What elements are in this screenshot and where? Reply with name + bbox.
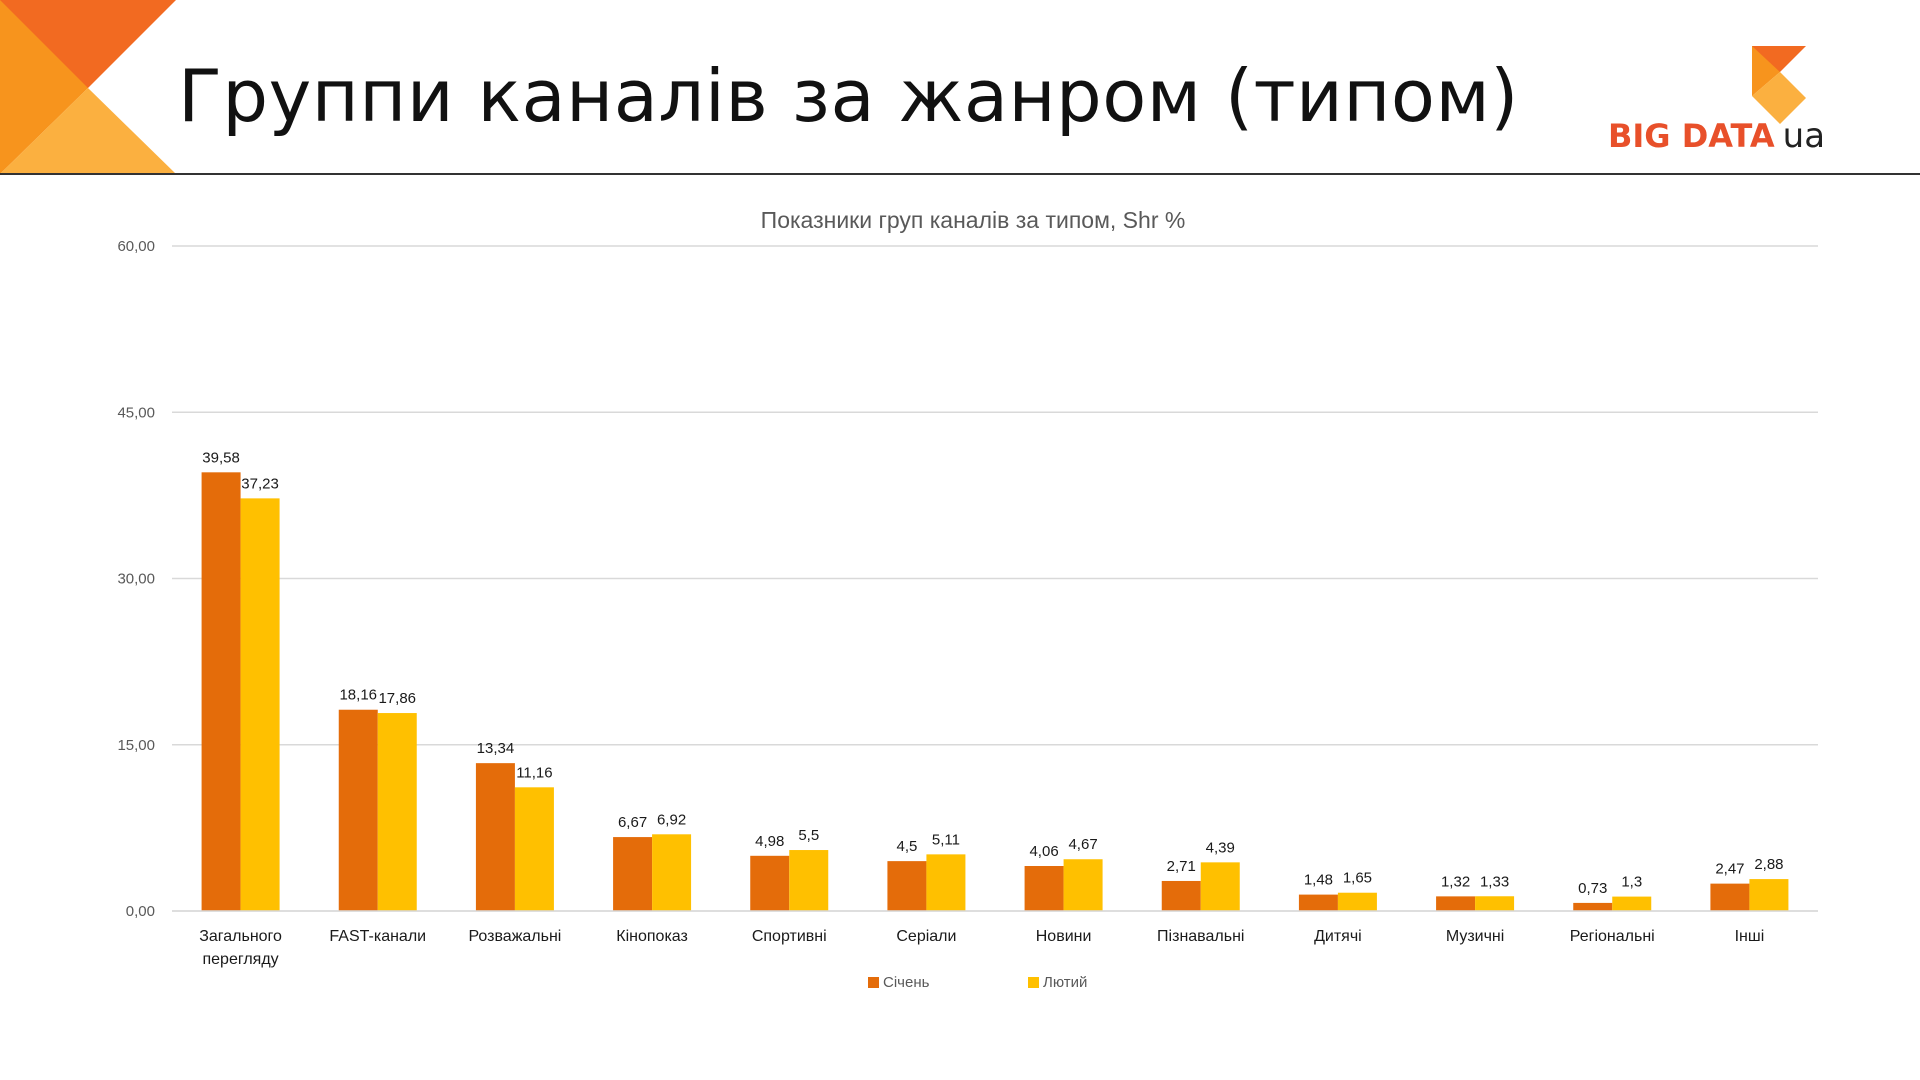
data-label: 1,3 bbox=[1621, 874, 1642, 891]
data-label: 6,92 bbox=[657, 811, 686, 828]
legend-swatch bbox=[868, 977, 879, 988]
logo-arrow-icon bbox=[1752, 46, 1806, 124]
big-data-ua-logo: BIG DATA ua bbox=[1600, 44, 1840, 164]
bar bbox=[1749, 879, 1789, 911]
corner-triangle-light bbox=[0, 88, 176, 174]
x-tick-label: Кінопоказ bbox=[616, 928, 688, 945]
legend-label: Січень bbox=[883, 974, 930, 991]
bar bbox=[1161, 880, 1201, 911]
data-label: 6,67 bbox=[618, 814, 647, 831]
x-tick-label: FAST-канали bbox=[329, 928, 426, 945]
bar bbox=[240, 498, 280, 911]
data-label: 18,16 bbox=[339, 687, 377, 704]
bar bbox=[377, 713, 417, 911]
bar bbox=[1063, 859, 1103, 911]
x-tick-label: Інші bbox=[1735, 928, 1765, 945]
bar bbox=[1337, 892, 1377, 911]
bar bbox=[926, 854, 966, 911]
data-label: 1,33 bbox=[1480, 873, 1509, 890]
bar bbox=[1436, 896, 1476, 911]
data-label: 4,67 bbox=[1068, 836, 1097, 853]
data-label: 39,58 bbox=[202, 449, 240, 466]
x-tick-label: Регіональні bbox=[1570, 928, 1655, 945]
bar bbox=[789, 850, 829, 911]
bar-chart: Показники груп каналів за типом, Shr % 0,… bbox=[117, 207, 1818, 991]
data-label: 2,88 bbox=[1754, 856, 1783, 873]
data-label: 4,98 bbox=[755, 833, 784, 850]
x-tick-label: перегляду bbox=[202, 951, 278, 968]
data-label: 37,23 bbox=[241, 475, 279, 492]
bar bbox=[475, 763, 515, 911]
logo-brand-text: BIG DATA bbox=[1608, 117, 1775, 155]
bar bbox=[613, 837, 653, 911]
bar bbox=[514, 787, 554, 911]
data-label: 0,73 bbox=[1578, 880, 1607, 897]
data-label: 13,34 bbox=[477, 740, 515, 757]
bar bbox=[201, 472, 241, 911]
data-label: 5,5 bbox=[798, 827, 819, 844]
y-tick-label: 0,00 bbox=[126, 903, 155, 920]
corner-decoration bbox=[0, 0, 176, 174]
corner-triangle-mid bbox=[0, 0, 88, 174]
data-label: 2,47 bbox=[1715, 861, 1744, 878]
data-label: 1,32 bbox=[1441, 873, 1470, 890]
page-title: Группи каналів за жанром (типом) bbox=[178, 54, 1519, 138]
x-tick-label: Розважальні bbox=[468, 928, 561, 945]
data-label: 11,16 bbox=[516, 764, 552, 781]
x-tick-label: Новини bbox=[1036, 928, 1092, 945]
data-label: 1,48 bbox=[1304, 872, 1333, 889]
x-tick-label: Музичні bbox=[1446, 928, 1505, 945]
bar bbox=[1710, 883, 1750, 911]
bar bbox=[887, 861, 927, 911]
data-label: 17,86 bbox=[378, 690, 416, 707]
y-tick-label: 15,00 bbox=[117, 737, 155, 754]
y-tick-label: 30,00 bbox=[117, 571, 155, 588]
data-label: 2,71 bbox=[1167, 858, 1196, 875]
bar bbox=[1200, 862, 1240, 911]
y-tick-label: 60,00 bbox=[117, 238, 155, 255]
x-tick-label: Загального bbox=[199, 928, 282, 945]
data-label: 4,06 bbox=[1029, 843, 1058, 860]
bar bbox=[1024, 866, 1064, 911]
x-tick-label: Дитячі bbox=[1314, 928, 1362, 945]
bar bbox=[1298, 894, 1338, 911]
logo-wordmark: BIG DATA ua bbox=[1608, 116, 1825, 156]
data-label: 5,11 bbox=[932, 831, 960, 848]
bar bbox=[652, 834, 692, 911]
x-tick-label: Пізнавальні bbox=[1157, 928, 1244, 945]
logo-suffix-text: ua bbox=[1782, 116, 1826, 156]
y-tick-label: 45,00 bbox=[117, 404, 155, 421]
data-label: 4,39 bbox=[1206, 839, 1235, 856]
legend-label: Лютий bbox=[1043, 974, 1087, 991]
legend-swatch bbox=[1028, 977, 1039, 988]
header-divider bbox=[0, 173, 1920, 175]
bar bbox=[1612, 896, 1652, 911]
bar bbox=[750, 855, 790, 911]
bar bbox=[338, 709, 378, 911]
data-label: 4,5 bbox=[896, 838, 917, 855]
x-tick-label: Серіали bbox=[896, 928, 956, 945]
bar bbox=[1573, 902, 1613, 911]
x-tick-label: Спортивні bbox=[752, 928, 827, 945]
chart-title: Показники груп каналів за типом, Shr % bbox=[761, 207, 1186, 233]
data-label: 1,65 bbox=[1343, 870, 1372, 887]
bar bbox=[1475, 896, 1515, 911]
